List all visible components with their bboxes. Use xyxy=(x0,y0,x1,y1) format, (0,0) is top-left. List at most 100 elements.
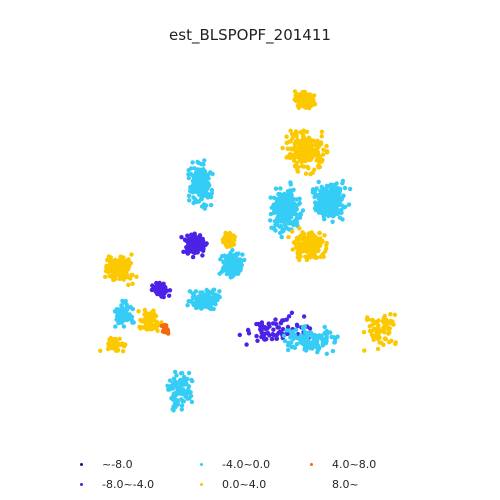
map-point xyxy=(388,312,393,317)
map-point xyxy=(365,315,370,320)
map-point xyxy=(284,140,289,145)
map-point xyxy=(306,92,312,97)
map-point xyxy=(332,340,337,345)
map-point xyxy=(319,134,324,139)
map-point xyxy=(327,209,333,214)
map-point xyxy=(118,315,123,320)
map-point xyxy=(215,297,220,303)
map-point xyxy=(150,287,155,292)
map-point xyxy=(322,324,327,330)
map-point xyxy=(317,160,322,165)
map-point xyxy=(179,403,185,408)
map-point xyxy=(178,382,184,387)
map-point xyxy=(184,245,189,250)
map-point xyxy=(301,326,306,332)
map-point xyxy=(300,139,306,144)
map-point xyxy=(392,312,398,317)
map-point xyxy=(189,399,195,405)
map-point xyxy=(313,240,318,245)
map-point xyxy=(330,192,336,197)
map-point xyxy=(374,332,380,337)
map-point xyxy=(346,202,352,207)
map-point xyxy=(186,386,191,392)
legend-label: -8.0~-4.0 xyxy=(102,477,155,491)
map-point xyxy=(303,171,309,176)
map-point xyxy=(287,155,293,161)
map-point xyxy=(340,217,345,222)
map-point xyxy=(189,232,194,237)
map-point xyxy=(197,303,202,309)
map-point xyxy=(291,187,296,192)
map-point xyxy=(171,391,177,396)
legend-item: 4.0~8.0 xyxy=(310,456,376,472)
map-point xyxy=(315,350,320,355)
map-point xyxy=(288,128,293,133)
map-point xyxy=(123,342,128,347)
map-point xyxy=(315,193,321,199)
map-point xyxy=(322,202,327,207)
map-point xyxy=(310,98,315,103)
map-point xyxy=(173,379,178,384)
map-point xyxy=(323,330,328,335)
map-point xyxy=(324,246,329,251)
map-point xyxy=(382,330,387,335)
map-point xyxy=(280,318,285,323)
map-point xyxy=(304,336,310,342)
map-point xyxy=(297,196,302,201)
map-point xyxy=(282,191,287,197)
map-point xyxy=(293,129,299,134)
map-point xyxy=(310,170,315,175)
map-point xyxy=(324,351,329,356)
map-point xyxy=(286,234,291,240)
map-point xyxy=(188,299,194,304)
map-point xyxy=(370,334,376,340)
map-point xyxy=(341,193,346,198)
map-point xyxy=(387,330,392,335)
map-point xyxy=(193,305,199,311)
map-point xyxy=(166,293,172,298)
map-point xyxy=(165,328,170,334)
map-point xyxy=(197,192,202,197)
map-point xyxy=(204,187,209,192)
map-point xyxy=(190,173,196,179)
map-point xyxy=(211,288,216,293)
map-point xyxy=(190,190,195,195)
map-point xyxy=(199,292,204,297)
map-point xyxy=(324,242,329,248)
map-point xyxy=(196,160,201,166)
map-point xyxy=(117,336,122,341)
map-point xyxy=(275,216,280,222)
map-point xyxy=(179,235,184,240)
map-point xyxy=(209,187,215,193)
map-point xyxy=(300,90,305,95)
map-point xyxy=(300,151,306,156)
map-point xyxy=(186,168,191,173)
map-point xyxy=(173,369,178,375)
map-point xyxy=(123,298,128,304)
map-point xyxy=(296,202,301,207)
map-point xyxy=(292,345,298,350)
map-point xyxy=(375,336,380,342)
map-point xyxy=(120,349,126,354)
map-point xyxy=(298,211,303,216)
map-point xyxy=(316,144,321,149)
map-point xyxy=(186,175,191,181)
map-point xyxy=(224,271,230,277)
map-point xyxy=(106,341,111,346)
map-point xyxy=(134,274,139,279)
map-point xyxy=(144,322,150,327)
map-point xyxy=(178,389,183,394)
map-point xyxy=(273,228,278,233)
map-point xyxy=(315,236,320,242)
map-point xyxy=(319,337,325,342)
map-point xyxy=(321,147,326,152)
map-point xyxy=(290,136,295,141)
map-point xyxy=(314,148,320,154)
map-point xyxy=(305,249,310,254)
map-point xyxy=(276,325,282,330)
map-point xyxy=(282,222,288,227)
map-point xyxy=(199,239,205,244)
map-point xyxy=(316,248,321,253)
map-point xyxy=(179,397,184,402)
map-point xyxy=(319,129,325,134)
